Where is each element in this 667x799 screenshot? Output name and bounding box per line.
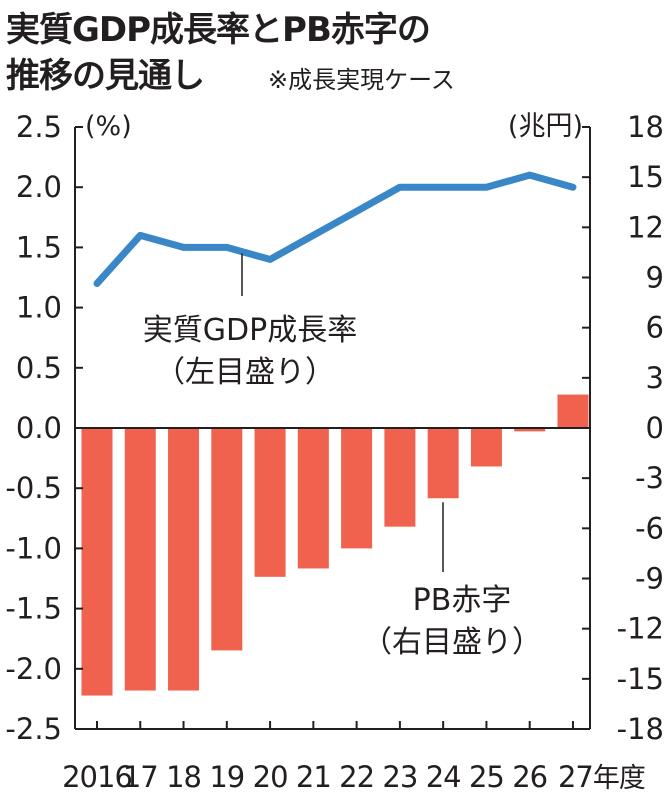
right-tick-label: -9 (635, 562, 664, 596)
left-tick-label: -0.5 (5, 471, 62, 505)
chart-labels: 2.5 2.0 1.5 1.0 0.5 0.0 -0.5 -1.0 -1.5 -2.0 -2.5 18… (5, 110, 664, 794)
chart-note: ※成長実現ケース (268, 66, 455, 94)
bar-20 (254, 428, 286, 577)
left-tick-label: 2.0 (16, 170, 62, 204)
left-tick-label: 1.0 (16, 291, 62, 325)
left-tick-label: -2.5 (5, 712, 62, 746)
right-tick-label: -18 (617, 712, 664, 746)
right-tick-label: 6 (646, 311, 664, 345)
left-tick-label: -1.0 (5, 531, 62, 565)
right-tick-label: -6 (635, 511, 664, 545)
axes (74, 126, 591, 730)
bar-23 (384, 428, 416, 527)
left-tick-label: -1.5 (5, 592, 62, 626)
left-tick-label: 0.5 (16, 351, 62, 385)
bar-19 (211, 428, 243, 651)
x-tick-label: 18 (166, 760, 201, 794)
right-tick-label: 0 (646, 411, 664, 445)
x-tick-label: 25 (469, 760, 504, 794)
right-tick-label: -12 (617, 612, 664, 646)
x-tick-label: 26 (512, 760, 547, 794)
bar-25 (470, 428, 502, 467)
x-tick-label: 17 (123, 760, 158, 794)
right-tick-label: -3 (635, 461, 664, 495)
left-axis-unit: (%) (85, 111, 132, 142)
left-tick-label: 0.0 (16, 411, 62, 445)
right-tick-label: 12 (627, 210, 664, 244)
left-tick-label: 1.5 (16, 230, 62, 264)
x-tick-label: 2016 (62, 760, 132, 794)
x-tick-label: 23 (382, 760, 417, 794)
x-tick-label: 27年度 (558, 760, 645, 794)
right-tick-label: 18 (627, 110, 664, 144)
gdp-series-label: 実質GDP成長率 (143, 313, 357, 348)
bar-27 (557, 394, 589, 428)
right-tick-label: 15 (627, 160, 664, 194)
x-tick-label: 24 (426, 760, 461, 794)
bar-17 (124, 428, 156, 691)
right-tick-label: 9 (646, 261, 664, 295)
bar-2016 (81, 428, 113, 696)
x-axis-suffix: 年度 (593, 763, 645, 794)
right-tick-label: 3 (646, 361, 664, 395)
x-tick-label: 20 (253, 760, 288, 794)
gdp-line-path (93, 171, 577, 288)
pb-series-sublabel: （右目盛り） (362, 625, 542, 660)
gdp-series-sublabel: （左目盛り） (155, 355, 335, 390)
x-tick-label: 19 (209, 760, 244, 794)
pb-deficit-bars (81, 394, 589, 696)
right-tick-label: -15 (617, 662, 664, 696)
chart-title-line2: 推移の見通し (6, 56, 205, 96)
bar-18 (168, 428, 200, 691)
left-tick-label: -2.0 (5, 652, 62, 686)
bar-26 (514, 428, 546, 432)
right-axis-unit: (兆円) (508, 111, 583, 142)
pb-series-label: PB赤字 (413, 583, 512, 618)
bar-21 (297, 428, 329, 569)
gdp-growth-line (93, 171, 577, 288)
x-tick-label: 22 (339, 760, 374, 794)
bar-24 (427, 428, 459, 499)
bar-22 (341, 428, 373, 549)
left-tick-label: 2.5 (16, 110, 62, 144)
chart-title: 実質GDP成長率とPB赤字の (6, 10, 431, 50)
x-tick-label: 21 (296, 760, 331, 794)
